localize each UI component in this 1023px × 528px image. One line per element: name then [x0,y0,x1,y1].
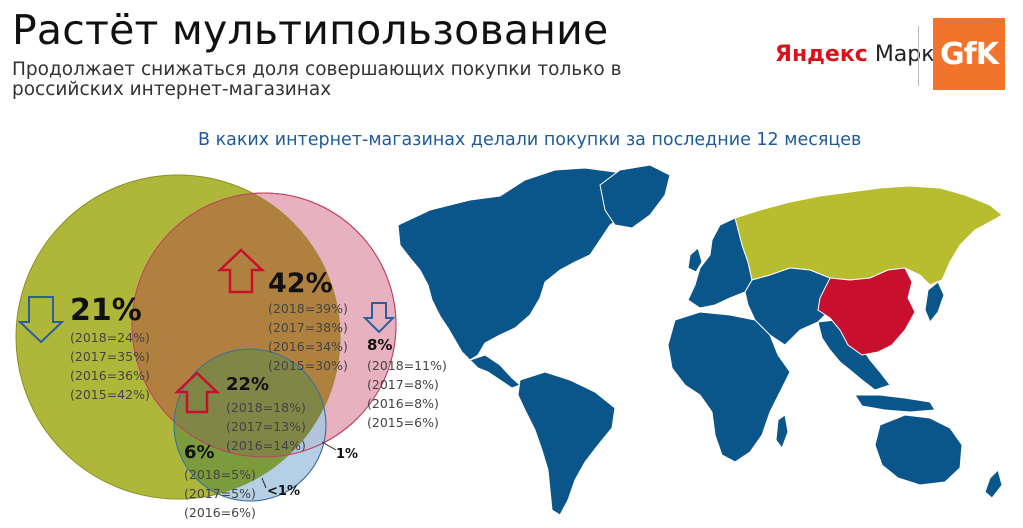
map-china [817,267,916,356]
all-three-history: (2016=14%) [226,438,306,453]
china-only-history: (2016=8%) [367,396,439,411]
russia-other-history: (2017=5%) [184,486,256,501]
russia-only-history: (2015=42%) [70,387,150,402]
map-new-zealand [984,469,1003,499]
china-only-value: 8% [367,336,392,354]
russia-china-history: (2015=30%) [268,358,348,373]
pointer-line [261,477,267,489]
russia-china-history: (2017=38%) [268,320,348,335]
map-japan [924,281,945,323]
china-other-value: 1% [336,447,358,462]
arrow-up-icon [173,371,221,414]
arrow-down-icon [362,302,396,334]
map-uk [687,247,703,273]
map-north-america [397,167,663,361]
russia-china-history: (2016=34%) [268,339,348,354]
chart-question: В каких интернет-магазинах делали покупк… [198,130,862,150]
russia-china-history: (2018=39%) [268,301,348,316]
all-three-history: (2017=13%) [226,419,306,434]
arrow-down-icon [17,296,65,344]
venn-overlap-all [174,349,326,457]
yandex-logo-text: Яндекс [775,42,868,67]
page-title: Растёт мультипользование [12,6,609,54]
china-only-history: (2015=6%) [367,415,439,430]
all-three-history: (2018=18%) [226,400,306,415]
gfk-logo: GfK [933,18,1005,90]
russia-only-history: (2018=24%) [70,330,150,345]
russia-only-history: (2016=36%) [70,368,150,383]
map-greenland [599,164,671,229]
venn-outline-other [173,348,327,502]
map-australia [874,414,963,486]
china-only-history: (2018=11%) [367,358,447,373]
world-map [397,164,1003,516]
page-subtitle: Продолжает снижаться доля совершающих по… [12,59,622,100]
russia-other-history: (2016=6%) [184,505,256,520]
venn-outline-china [131,192,397,458]
russia-only-value: 21% [70,293,142,328]
map-madagascar [775,414,789,450]
russia-china-value: 42% [268,268,333,299]
map-russia [734,185,1003,286]
russia-only-history: (2017=35%) [70,349,150,364]
china-only-history: (2017=8%) [367,377,439,392]
pointer-line [321,441,337,451]
russia-other-history: (2018=5%) [184,467,256,482]
all-three-value: 22% [226,374,269,395]
map-central-america [469,354,521,389]
venn-diagram [15,174,397,502]
russia-other-value: 6% [184,442,215,463]
other-only-value: <1% [267,484,300,499]
logo-divider [918,26,919,86]
map-indonesia [854,394,936,413]
map-south-america [517,371,616,516]
arrow-up-icon [216,248,266,294]
